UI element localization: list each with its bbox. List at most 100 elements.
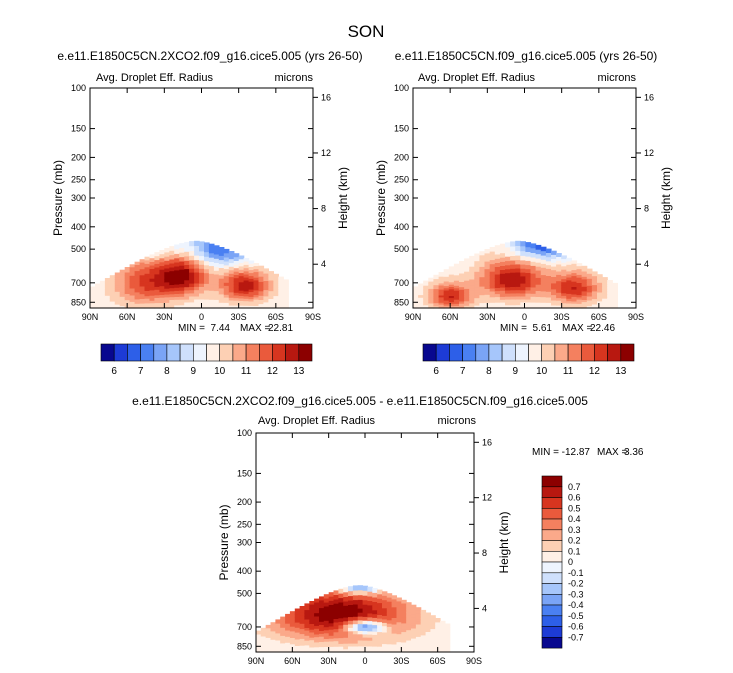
field-cell	[489, 271, 496, 276]
field-cell	[273, 282, 279, 286]
colorbar-box	[541, 615, 563, 627]
field-cell	[438, 276, 445, 280]
field-cell	[283, 305, 289, 308]
field-cell	[164, 302, 170, 307]
field-cell	[199, 256, 205, 262]
field-cell	[586, 294, 593, 298]
field-cell	[208, 270, 215, 275]
field-cell	[104, 299, 111, 302]
field-cell	[309, 632, 315, 636]
field-cell	[319, 596, 325, 602]
field-cell	[256, 644, 262, 646]
field-cell	[540, 285, 547, 289]
field-cell	[352, 646, 359, 650]
field-cell	[372, 631, 378, 636]
field-cell	[223, 302, 230, 307]
field-cell	[367, 621, 373, 626]
field-cell	[90, 302, 96, 305]
field-cell	[435, 630, 441, 634]
field-cell	[591, 289, 598, 292]
field-cell	[154, 305, 160, 309]
field-cell	[469, 279, 475, 284]
field-cell	[396, 612, 402, 617]
field-cell	[343, 587, 349, 593]
field-cell	[253, 266, 260, 270]
field-cell	[109, 298, 116, 301]
field-cell	[571, 281, 578, 285]
y2tick-label: 8	[482, 548, 487, 558]
field-cell	[448, 293, 455, 297]
field-cell	[586, 304, 593, 307]
field-cell	[420, 648, 427, 651]
field-cell	[448, 266, 455, 270]
field-cell	[149, 300, 156, 304]
field-cell	[540, 288, 547, 293]
field-cell	[401, 623, 407, 627]
field-cell	[256, 638, 262, 640]
field-cell	[411, 611, 417, 615]
field-cell	[223, 291, 230, 296]
field-cell	[260, 629, 267, 632]
field-cell	[489, 285, 496, 289]
field-cell	[129, 288, 136, 292]
field-cell	[540, 300, 547, 304]
field-cell	[510, 251, 516, 257]
field-cell	[189, 293, 195, 298]
field-cell	[265, 637, 272, 640]
field-cell	[367, 591, 373, 598]
field-cell	[129, 267, 136, 271]
min-label: MIN =	[178, 323, 205, 334]
field-cell	[406, 602, 412, 607]
field-cell	[309, 626, 315, 631]
field-cell	[169, 259, 175, 265]
field-cell	[418, 301, 424, 304]
field-cell	[520, 251, 526, 257]
field-cell	[362, 613, 368, 618]
field-cell	[515, 255, 521, 261]
field-cell	[520, 260, 526, 266]
field-cell	[253, 301, 260, 305]
field-cell	[184, 269, 190, 274]
right-label: microns	[597, 72, 636, 84]
field-cell	[124, 298, 131, 301]
field-cell	[263, 273, 269, 277]
field-cell	[99, 304, 106, 306]
field-cell	[265, 643, 272, 646]
field-cell	[258, 286, 265, 290]
xtick-label: 30S	[554, 312, 570, 322]
field-cell	[309, 635, 315, 639]
field-cell	[396, 622, 402, 626]
field-cell	[199, 246, 205, 253]
field-cell	[453, 263, 460, 268]
field-cell	[189, 299, 195, 303]
field-cell	[411, 628, 417, 632]
field-cell	[425, 615, 431, 619]
field-cell	[223, 272, 230, 277]
field-cell	[194, 290, 200, 294]
field-cell	[280, 631, 286, 635]
field-cell	[438, 304, 445, 307]
field-cell	[433, 277, 440, 280]
field-cell	[396, 642, 402, 646]
field-cell	[114, 285, 121, 289]
field-cell	[129, 275, 136, 280]
field-cell	[253, 290, 260, 294]
field-cell	[169, 263, 175, 268]
field-cell	[494, 267, 501, 272]
field-cell	[357, 599, 364, 605]
field-cell	[348, 620, 354, 625]
field-cell	[597, 294, 603, 297]
field-cell	[270, 622, 276, 625]
field-cell	[258, 276, 265, 280]
field-cell	[499, 280, 506, 285]
field-cell	[425, 648, 431, 651]
field-cell	[484, 249, 491, 254]
field-cell	[189, 302, 195, 306]
field-cell	[169, 305, 175, 309]
field-cell	[505, 256, 511, 262]
field-cell	[612, 304, 618, 307]
field-cell	[314, 602, 320, 607]
field-cell	[413, 291, 419, 294]
field-cell	[104, 303, 111, 306]
field-cell	[484, 291, 491, 296]
